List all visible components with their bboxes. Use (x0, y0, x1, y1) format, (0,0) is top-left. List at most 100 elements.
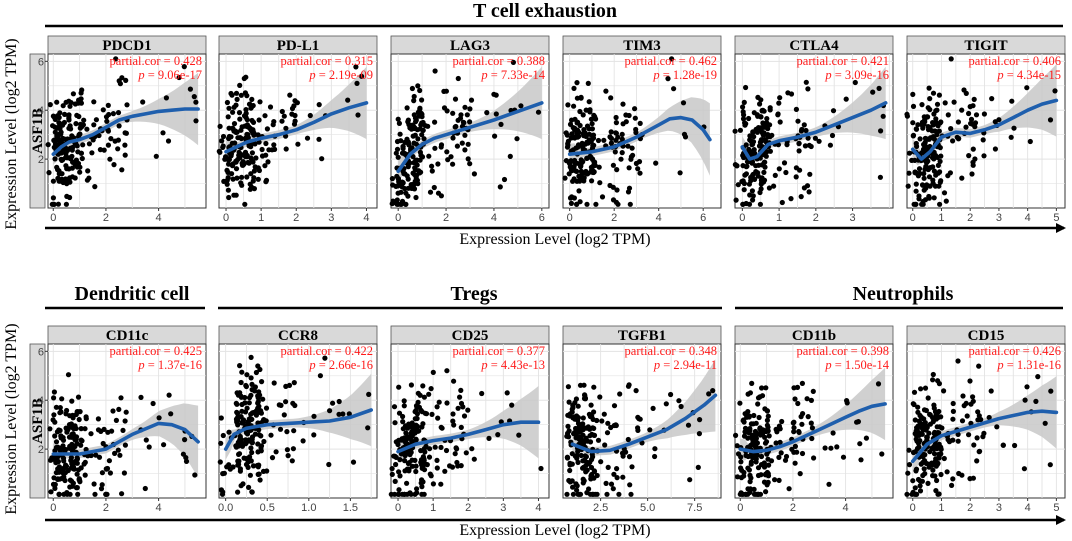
data-point (59, 171, 65, 177)
data-point (283, 383, 289, 389)
data-point (50, 123, 56, 129)
data-point (565, 430, 571, 436)
data-point (1047, 117, 1054, 123)
data-point (772, 172, 778, 178)
gene-label-ccr8: CCR8 (278, 328, 318, 344)
data-point (741, 99, 747, 105)
data-point (61, 474, 67, 480)
data-point (538, 465, 544, 472)
data-point (959, 107, 965, 113)
data-point (255, 176, 261, 182)
data-point (565, 423, 571, 429)
x-tick-label: 2 (813, 212, 819, 224)
data-point (86, 175, 92, 181)
data-point (765, 479, 771, 485)
gene-label-tim3: TIM3 (623, 38, 661, 54)
data-point (398, 201, 404, 207)
data-point (578, 94, 584, 100)
data-point (572, 157, 578, 164)
data-point (771, 183, 777, 189)
data-point (916, 444, 922, 450)
data-point (402, 171, 408, 177)
data-point (390, 182, 396, 188)
data-point (399, 436, 405, 442)
data-point (270, 122, 276, 128)
data-point (927, 135, 934, 141)
data-point (922, 148, 929, 154)
data-point (915, 409, 921, 415)
data-point (259, 153, 266, 159)
data-point (181, 64, 187, 70)
x-tick-label: 4 (535, 502, 541, 514)
data-point (626, 382, 632, 388)
data-point (59, 396, 65, 402)
data-point (601, 137, 607, 143)
data-point (746, 181, 753, 187)
data-point (741, 419, 747, 425)
data-point (163, 95, 169, 101)
data-point (409, 85, 415, 92)
gene-label-pdcd1: PDCD1 (102, 38, 151, 54)
data-point (220, 432, 226, 439)
data-point (245, 132, 251, 138)
data-point (583, 454, 590, 460)
data-point (395, 491, 401, 497)
data-point (678, 403, 684, 410)
data-point (292, 98, 298, 104)
data-point (458, 424, 464, 430)
data-point (668, 391, 674, 398)
data-point (416, 168, 422, 174)
data-point (228, 134, 234, 140)
data-point (95, 416, 101, 422)
data-point (772, 477, 778, 483)
data-point (912, 169, 918, 175)
data-point (577, 122, 583, 129)
data-point (569, 117, 575, 123)
data-point (629, 464, 635, 470)
data-point (235, 458, 241, 464)
data-point (759, 130, 765, 136)
data-point (450, 110, 456, 116)
data-point (580, 415, 586, 421)
data-point (249, 96, 255, 102)
data-point (120, 427, 126, 433)
data-point (70, 91, 76, 97)
data-point (635, 166, 641, 172)
p-value-cd25: p = 4.43e-13 (480, 358, 545, 372)
data-point (963, 400, 969, 406)
data-point (438, 444, 444, 450)
data-point (62, 176, 69, 182)
data-point (930, 377, 936, 383)
data-point (106, 111, 112, 118)
data-point (753, 126, 759, 132)
group-title-neutrophils: Neutrophils (853, 283, 954, 305)
data-point (920, 459, 926, 466)
data-point (574, 487, 580, 493)
data-point (924, 437, 930, 443)
data-point (389, 176, 395, 182)
data-point (922, 117, 928, 123)
y-strip-row1 (29, 53, 46, 209)
data-point (920, 182, 926, 188)
data-point (809, 425, 816, 431)
data-point (964, 413, 970, 419)
data-point (918, 386, 924, 392)
data-point (455, 405, 461, 411)
data-point (240, 481, 246, 487)
gene-label-cd25: CD25 (452, 328, 489, 344)
data-point (110, 408, 116, 414)
data-point (934, 477, 940, 484)
x-tick-label: 7.5 (687, 502, 702, 514)
data-point (143, 437, 149, 443)
data-point (574, 127, 581, 133)
data-point (580, 112, 586, 118)
data-point (930, 473, 936, 479)
data-point (750, 141, 756, 147)
fit-line-tigit (910, 98, 1059, 161)
data-point (613, 137, 619, 143)
fit-line-tgfb1 (570, 393, 718, 454)
data-point (746, 115, 752, 122)
data-point (101, 147, 107, 153)
data-point (392, 478, 398, 484)
p-value-cd11c: p = 1.37e-16 (137, 358, 202, 372)
